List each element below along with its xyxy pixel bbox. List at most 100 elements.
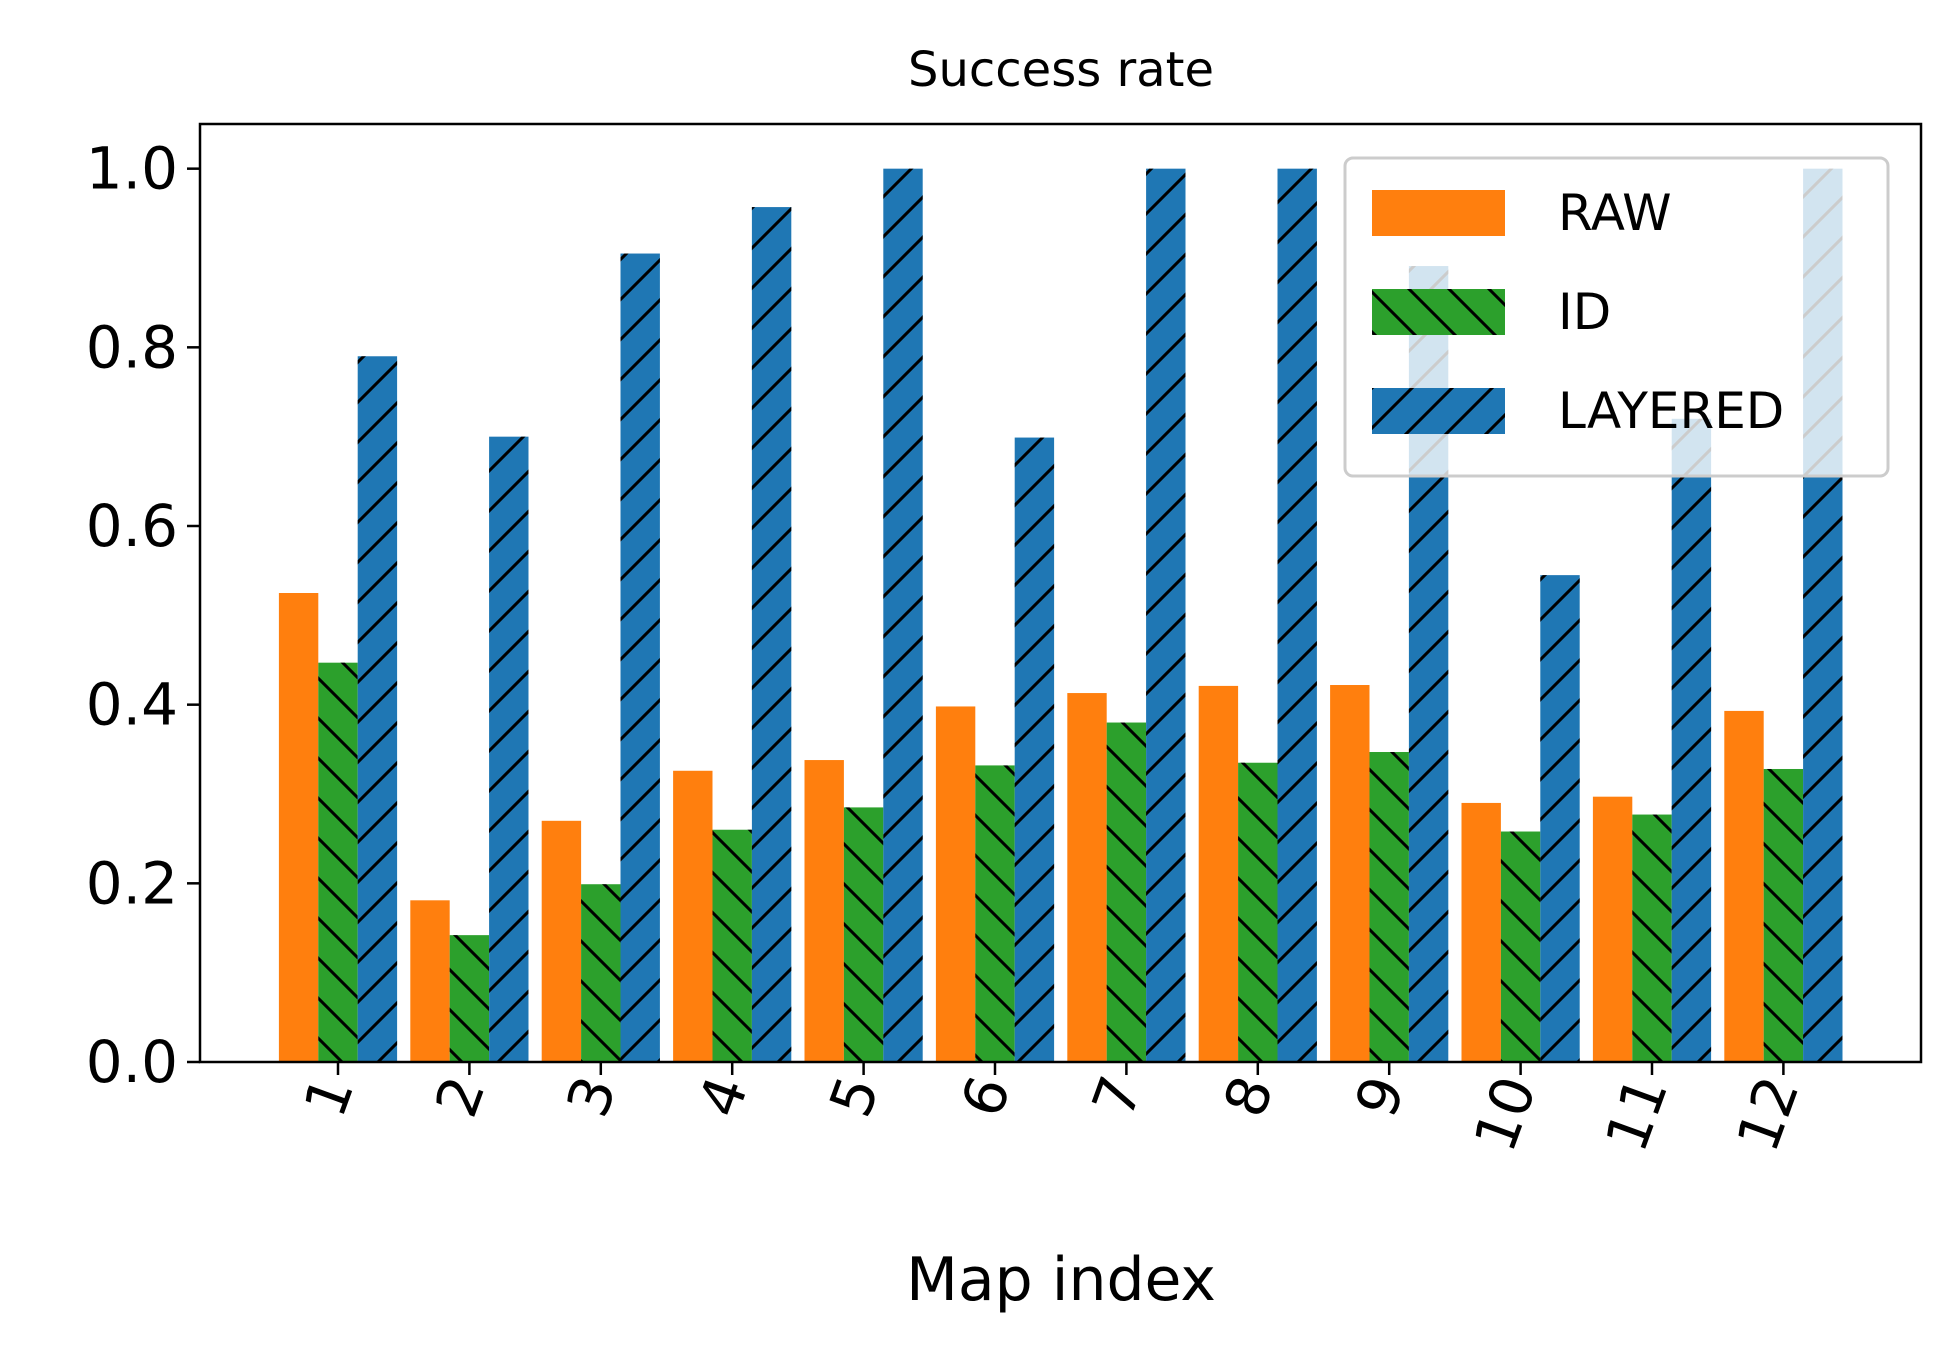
bar-id-map-11 (1632, 814, 1672, 1062)
bars-group (278, 168, 1843, 1063)
x-tick-label: 11 (1592, 1068, 1681, 1161)
legend-label-layered: LAYERED (1558, 382, 1784, 440)
x-tick-label: 1 (291, 1068, 368, 1126)
bar-id-hatch (712, 829, 752, 1062)
legend-item-layered: LAYERED (1372, 382, 1784, 440)
bar-raw-map-3 (541, 820, 582, 1062)
bar-id-hatch (975, 765, 1015, 1062)
legend-swatch-raw (1372, 190, 1505, 236)
bar-layered-hatch (489, 436, 529, 1063)
x-tick-label: 10 (1461, 1068, 1550, 1161)
x-tick-label: 3 (553, 1068, 630, 1126)
x-tick-label: 7 (1079, 1068, 1156, 1126)
bar-id-hatch (1369, 752, 1409, 1062)
bar-raw-fill (278, 593, 319, 1062)
legend-swatch-hatch (1372, 289, 1505, 335)
bar-id-map-8 (1238, 762, 1278, 1062)
bar-raw-fill (804, 760, 844, 1062)
x-tick-label: 4 (685, 1068, 762, 1126)
bar-layered-map-2 (489, 436, 529, 1063)
bar-raw-map-1 (278, 593, 319, 1062)
x-axis: 1 2 3 4 5 6 7 8 9 10 11 12 (291, 1062, 1813, 1160)
bar-layered-hatch (1671, 418, 1712, 1062)
bar-id-hatch (1763, 768, 1804, 1062)
bar-layered-map-8 (1277, 168, 1317, 1062)
bar-raw-fill (410, 900, 450, 1062)
bar-layered-hatch (1014, 437, 1055, 1062)
legend: RAW ID LAYERED (1343, 156, 1890, 478)
bar-raw-map-4 (673, 770, 713, 1062)
bar-raw-map-8 (1198, 685, 1239, 1062)
bar-id-map-10 (1500, 831, 1541, 1062)
bar-layered-map-10 (1540, 575, 1580, 1062)
x-tick-label: 6 (948, 1068, 1025, 1126)
x-tick-label: 2 (422, 1068, 499, 1126)
bar-id-hatch (1238, 762, 1278, 1062)
bar-raw-fill (1067, 693, 1107, 1062)
y-tick-label: 1.0 (86, 135, 178, 203)
bar-id-map-9 (1369, 752, 1409, 1062)
bar-layered-hatch (1146, 168, 1186, 1062)
x-tick-label: 8 (1210, 1068, 1287, 1126)
x-tick-label: 12 (1723, 1068, 1812, 1161)
x-tick-label: 5 (816, 1068, 893, 1126)
bar-layered-map-5 (883, 168, 923, 1062)
bar-id-hatch (1500, 831, 1541, 1062)
y-tick-label: 0.4 (86, 671, 178, 739)
bar-raw-fill (541, 820, 582, 1062)
chart-title: Success rate (908, 42, 1214, 98)
y-tick-label: 0.6 (86, 492, 178, 560)
bar-layered-hatch (357, 356, 398, 1062)
bar-layered-map-1 (357, 356, 398, 1062)
y-tick-label: 0.2 (86, 849, 178, 917)
bar-layered-hatch (751, 207, 792, 1062)
bar-layered-map-6 (1014, 437, 1055, 1062)
bar-layered-map-3 (620, 253, 660, 1063)
bar-id-map-7 (1106, 722, 1147, 1062)
plot-frame (198, 122, 1923, 1064)
bar-raw-map-7 (1067, 693, 1107, 1062)
bar-layered-map-11 (1671, 418, 1712, 1062)
bar-layered-map-7 (1146, 168, 1186, 1062)
bar-id-hatch (843, 807, 884, 1062)
bar-raw-fill (673, 770, 713, 1062)
bar-id-map-3 (581, 884, 621, 1062)
bar-id-hatch (1106, 722, 1147, 1062)
bar-layered-hatch (1540, 575, 1580, 1062)
bar-raw-map-6 (935, 706, 976, 1062)
legend-item-raw: RAW (1372, 184, 1672, 242)
y-tick-label: 0.0 (86, 1028, 178, 1096)
bar-id-map-2 (449, 935, 490, 1062)
bar-raw-fill (1330, 685, 1370, 1062)
bar-id-hatch (581, 884, 621, 1062)
x-tick-label: 9 (1342, 1068, 1419, 1126)
bar-raw-fill (1724, 710, 1764, 1062)
bar-id-map-1 (318, 662, 358, 1062)
bar-raw-map-5 (804, 760, 844, 1062)
bar-id-map-5 (843, 807, 884, 1062)
bar-raw-fill (1592, 796, 1633, 1062)
bar-raw-map-10 (1461, 802, 1501, 1062)
bar-raw-fill (1198, 685, 1239, 1062)
bar-layered-map-4 (751, 207, 792, 1062)
bar-id-map-12 (1763, 768, 1804, 1062)
bar-id-map-4 (712, 829, 752, 1062)
legend-label-id: ID (1558, 283, 1611, 341)
legend-item-id: ID (1372, 283, 1611, 341)
bar-raw-map-9 (1330, 685, 1370, 1062)
bar-raw-map-11 (1592, 796, 1633, 1062)
bar-raw-map-2 (410, 900, 450, 1062)
legend-swatch-hatch (1372, 388, 1505, 434)
y-axis: 0.0 0.2 0.4 0.6 0.8 1.0 (86, 135, 200, 1096)
bar-id-hatch (1632, 814, 1672, 1062)
x-axis-label: Map index (906, 1245, 1216, 1315)
bar-raw-fill (1461, 802, 1501, 1062)
bar-id-map-6 (975, 765, 1015, 1062)
bar-id-hatch (318, 662, 358, 1062)
bar-layered-hatch (620, 253, 660, 1063)
bar-layered-hatch (883, 168, 923, 1062)
y-tick-label: 0.8 (86, 313, 178, 381)
bar-id-hatch (449, 935, 490, 1062)
bar-raw-map-12 (1724, 710, 1764, 1062)
